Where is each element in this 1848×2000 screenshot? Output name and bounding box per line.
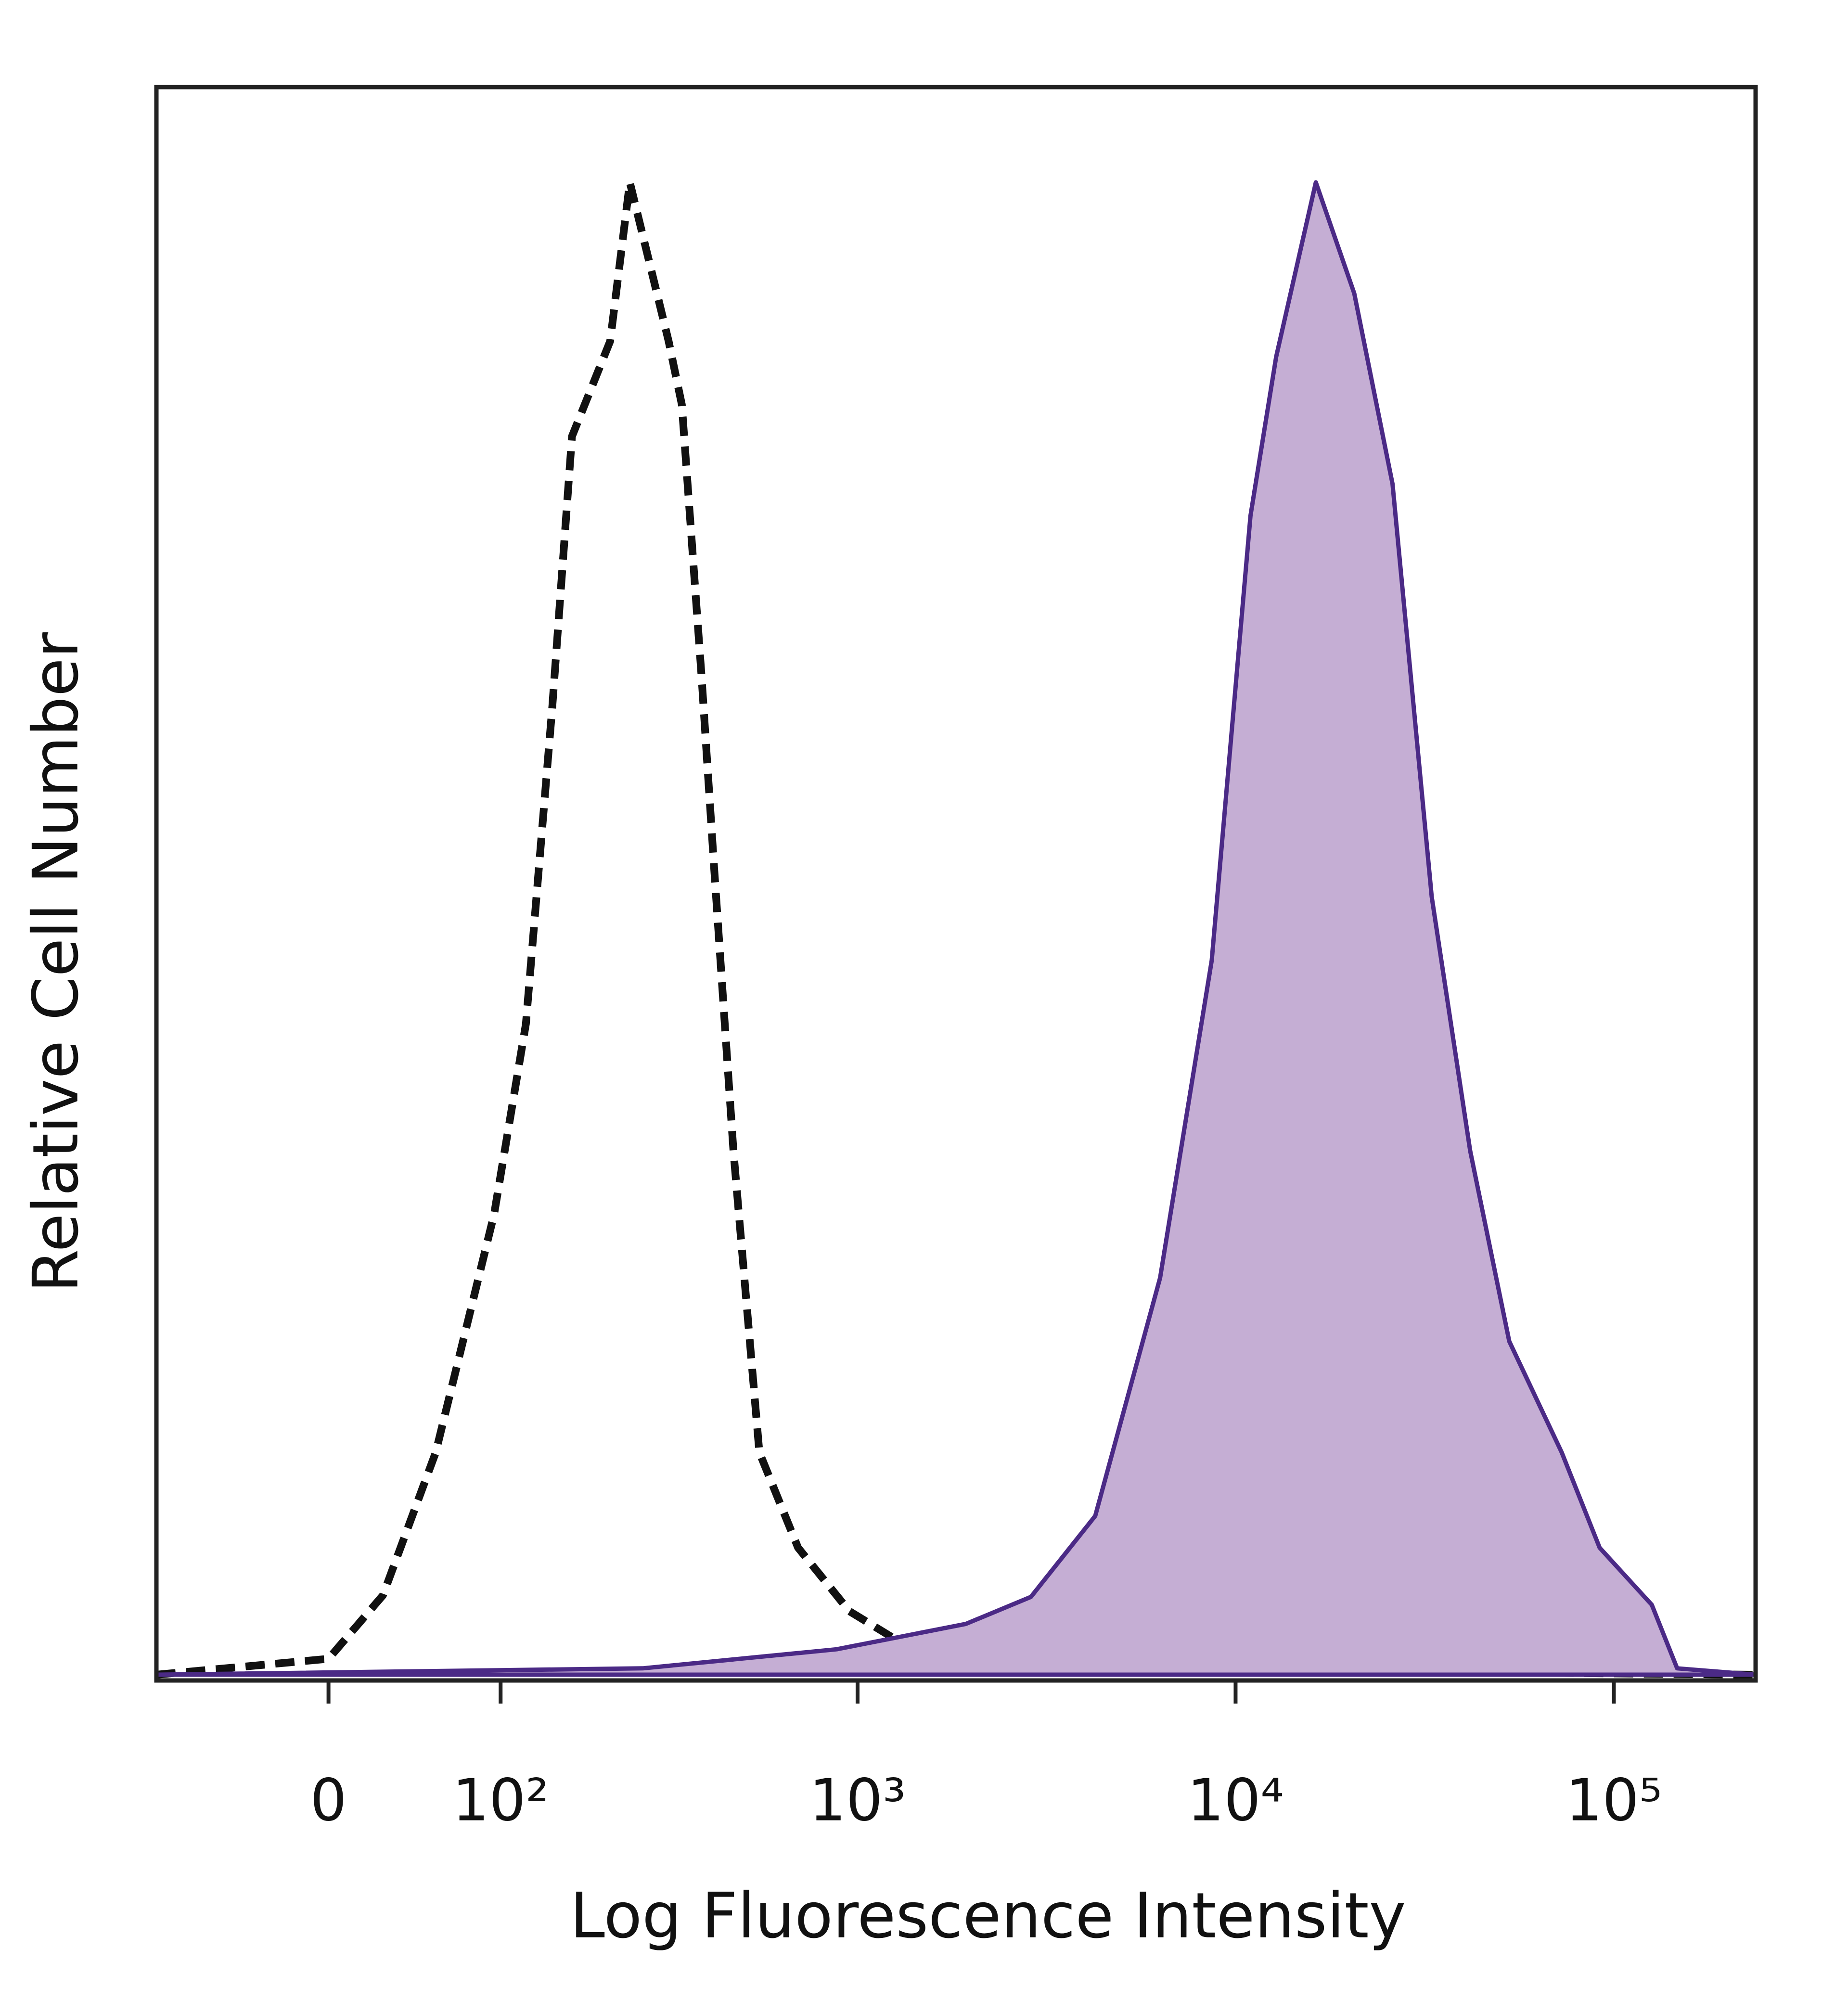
plot-frame <box>154 85 1758 1683</box>
filled-histogram <box>154 180 1758 1677</box>
x-axis-title: Log Fluorescence Intensity <box>570 1879 1406 1952</box>
x-tick-label: 0 <box>310 1768 346 1834</box>
x-tick-label: 10⁴ <box>1187 1768 1284 1834</box>
dashed-histogram <box>156 178 1756 1679</box>
y-axis-title: Relative Cell Number <box>19 632 92 1293</box>
x-tick-label: 10² <box>452 1768 549 1834</box>
x-tick-label: 10³ <box>809 1768 906 1834</box>
x-tick-label: 10⁵ <box>1566 1768 1662 1834</box>
